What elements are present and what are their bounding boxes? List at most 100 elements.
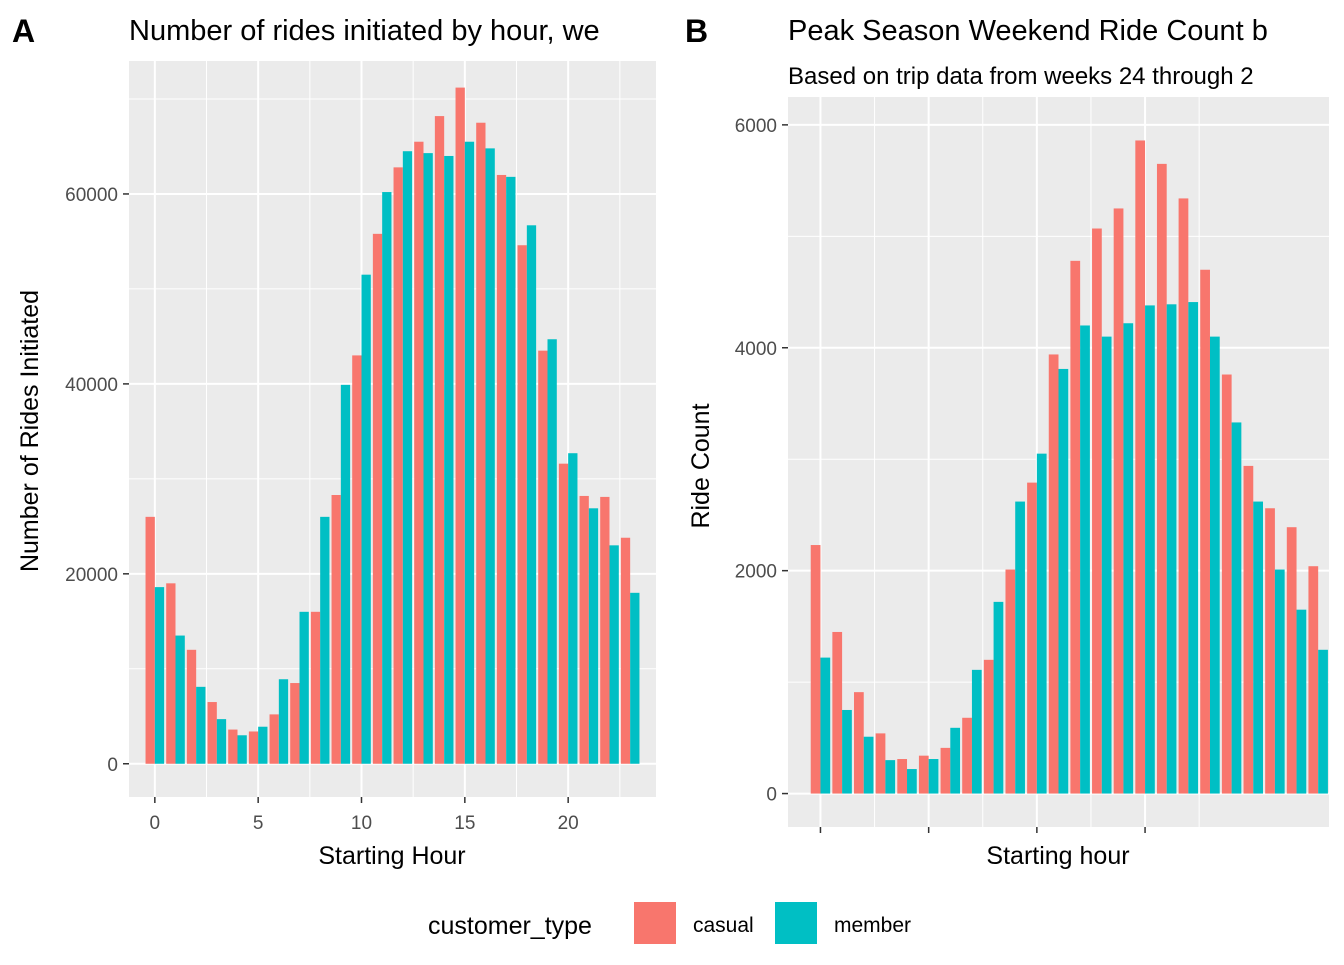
panel-a-axes: 0 20000 40000 60000 0 5 10 15 20: [65, 185, 579, 834]
bar-casual-7: [962, 717, 972, 794]
bar-member-15: [1145, 305, 1155, 794]
panel-b-x-axis-label: Starting hour: [986, 842, 1129, 870]
bar-casual-5: [248, 731, 259, 764]
bar-member-9: [340, 384, 351, 764]
bar-casual-4: [897, 759, 908, 794]
bar-casual-22: [1286, 527, 1297, 794]
panel-b-y-axis-label: Ride Count: [687, 403, 715, 528]
x-tick-label: 15: [454, 813, 475, 834]
bar-casual-16: [1156, 163, 1167, 794]
bar-casual-16: [476, 122, 486, 764]
bar-casual-0: [145, 516, 155, 764]
bar-casual-2: [854, 692, 864, 794]
panel-b: 0 2000 4000 6000 B Peak Season Weekend Ride…: [685, 13, 1329, 870]
legend-label-casual: casual: [693, 914, 754, 937]
bar-member-13: [423, 153, 433, 764]
bar-casual-1: [166, 583, 176, 764]
bar-casual-3: [875, 733, 886, 794]
bar-member-6: [278, 679, 289, 764]
bar-member-8: [993, 601, 1004, 794]
bar-member-16: [485, 148, 495, 764]
bar-casual-23: [1308, 566, 1319, 794]
bar-member-1: [175, 635, 185, 764]
bar-casual-19: [538, 350, 548, 764]
bar-member-0: [820, 657, 831, 794]
legend-label-member: member: [834, 914, 911, 937]
bar-member-21: [588, 508, 599, 764]
bar-member-7: [299, 611, 309, 764]
bar-member-6: [950, 727, 961, 794]
bar-casual-7: [290, 683, 300, 764]
y-tick-label: 40000: [65, 375, 118, 396]
panel-a-title: Number of rides initiated by hour, we: [129, 15, 600, 47]
bar-casual-21: [579, 495, 589, 764]
bar-casual-12: [393, 167, 403, 764]
bar-member-4: [237, 735, 247, 764]
bar-casual-8: [310, 611, 321, 764]
x-tick-label: 10: [351, 813, 372, 834]
y-tick-label: 2000: [735, 562, 777, 583]
bar-casual-11: [372, 233, 383, 764]
panel-a-y-axis-label: Number of Rides Initiated: [16, 290, 44, 572]
bar-member-22: [1296, 609, 1307, 794]
bar-casual-20: [558, 463, 569, 764]
bar-member-8: [320, 516, 330, 764]
bar-casual-5: [918, 755, 929, 794]
bar-member-19: [547, 339, 557, 764]
bar-member-2: [196, 686, 206, 764]
bar-casual-11: [1048, 354, 1059, 794]
bar-casual-6: [269, 714, 279, 764]
bar-member-14: [444, 155, 454, 764]
bar-casual-10: [1027, 482, 1037, 794]
y-tick-label: 60000: [65, 185, 118, 206]
bar-member-17: [1188, 302, 1199, 794]
bar-member-12: [402, 151, 413, 764]
bar-member-11: [1058, 368, 1069, 794]
bar-casual-9: [331, 495, 341, 764]
bar-casual-14: [434, 116, 445, 764]
bar-member-5: [928, 759, 939, 794]
bar-member-1: [842, 709, 852, 794]
bar-member-3: [216, 719, 227, 764]
panel-b-subtitle: Based on trip data from weeks 24 through…: [788, 63, 1254, 90]
bar-member-12: [1080, 325, 1090, 794]
y-tick-label: 0: [766, 785, 777, 806]
x-tick-label: 5: [253, 813, 264, 834]
bar-casual-2: [186, 649, 197, 764]
bar-casual-12: [1070, 260, 1081, 794]
bar-member-4: [907, 769, 917, 794]
bar-member-5: [258, 726, 268, 764]
bar-casual-1: [832, 631, 843, 794]
bar-member-9: [1015, 501, 1025, 794]
legend-title: customer_type: [428, 912, 592, 940]
bar-member-21: [1274, 569, 1285, 794]
bar-member-15: [464, 141, 475, 764]
bar-member-22: [609, 545, 619, 764]
bar-casual-10: [352, 355, 362, 764]
bar-casual-13: [1092, 228, 1102, 794]
bar-casual-22: [600, 496, 610, 764]
bar-casual-8: [983, 659, 994, 794]
bar-member-10: [1036, 453, 1047, 794]
panel-b-label: B: [685, 13, 708, 49]
bar-member-18: [526, 225, 537, 764]
bar-casual-20: [1243, 465, 1254, 794]
bar-casual-0: [810, 545, 821, 794]
bar-casual-14: [1113, 208, 1124, 794]
bar-member-16: [1166, 304, 1177, 794]
bar-member-7: [971, 669, 982, 794]
legend-key-casual: [634, 902, 676, 944]
bar-casual-3: [207, 702, 217, 764]
bar-member-10: [361, 274, 371, 764]
x-tick-label: 0: [150, 813, 161, 834]
bar-member-2: [863, 736, 874, 794]
bar-casual-4: [228, 729, 238, 764]
bar-casual-18: [517, 245, 527, 764]
bar-member-14: [1123, 323, 1134, 794]
bar-casual-15: [1135, 140, 1146, 794]
panel-b-axes: 0 2000 4000 6000: [735, 116, 1146, 833]
bar-member-3: [885, 760, 896, 794]
bar-casual-19: [1221, 374, 1232, 794]
bar-member-17: [506, 176, 516, 764]
